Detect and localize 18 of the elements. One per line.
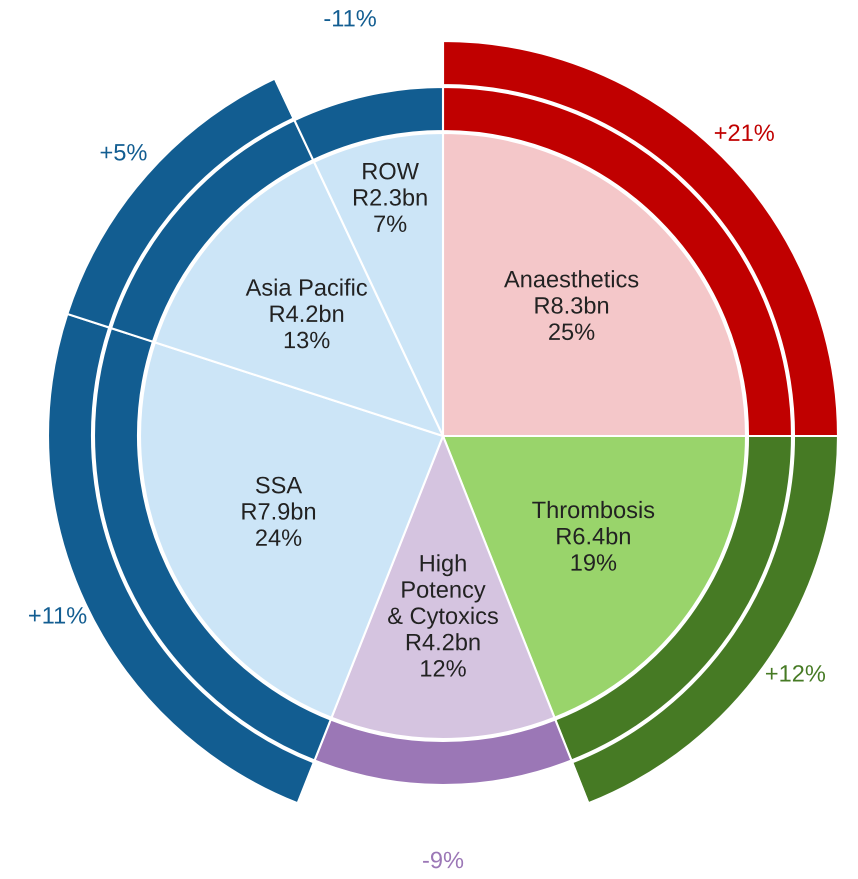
text: +5% — [100, 144, 147, 161]
slice-label: Anaesthetics — [504, 270, 638, 288]
slice-label: ROW — [363, 162, 419, 180]
data-label: R8.3bn 25% — [535, 296, 608, 340]
data-label: R6.4bn 19% — [557, 527, 630, 571]
slice-label: Thrombosis — [532, 500, 654, 518]
data-label: R7.9bn 24% — [242, 502, 316, 546]
text: -9% — [423, 852, 464, 868]
text: +21% — [714, 124, 774, 142]
text: +12% — [766, 665, 826, 682]
data-label: R2.3bn 7% — [354, 188, 427, 232]
text: -11% — [324, 10, 376, 27]
slice-label: Asia Pacific — [246, 278, 368, 296]
slice-label: High Potency & Cytoxics — [388, 554, 498, 629]
slice-label: SSA — [256, 476, 302, 494]
data-label: R4.2bn 13% — [270, 304, 344, 348]
data-label: R4.2bn 12% — [406, 633, 480, 677]
text: +11% — [29, 607, 86, 624]
